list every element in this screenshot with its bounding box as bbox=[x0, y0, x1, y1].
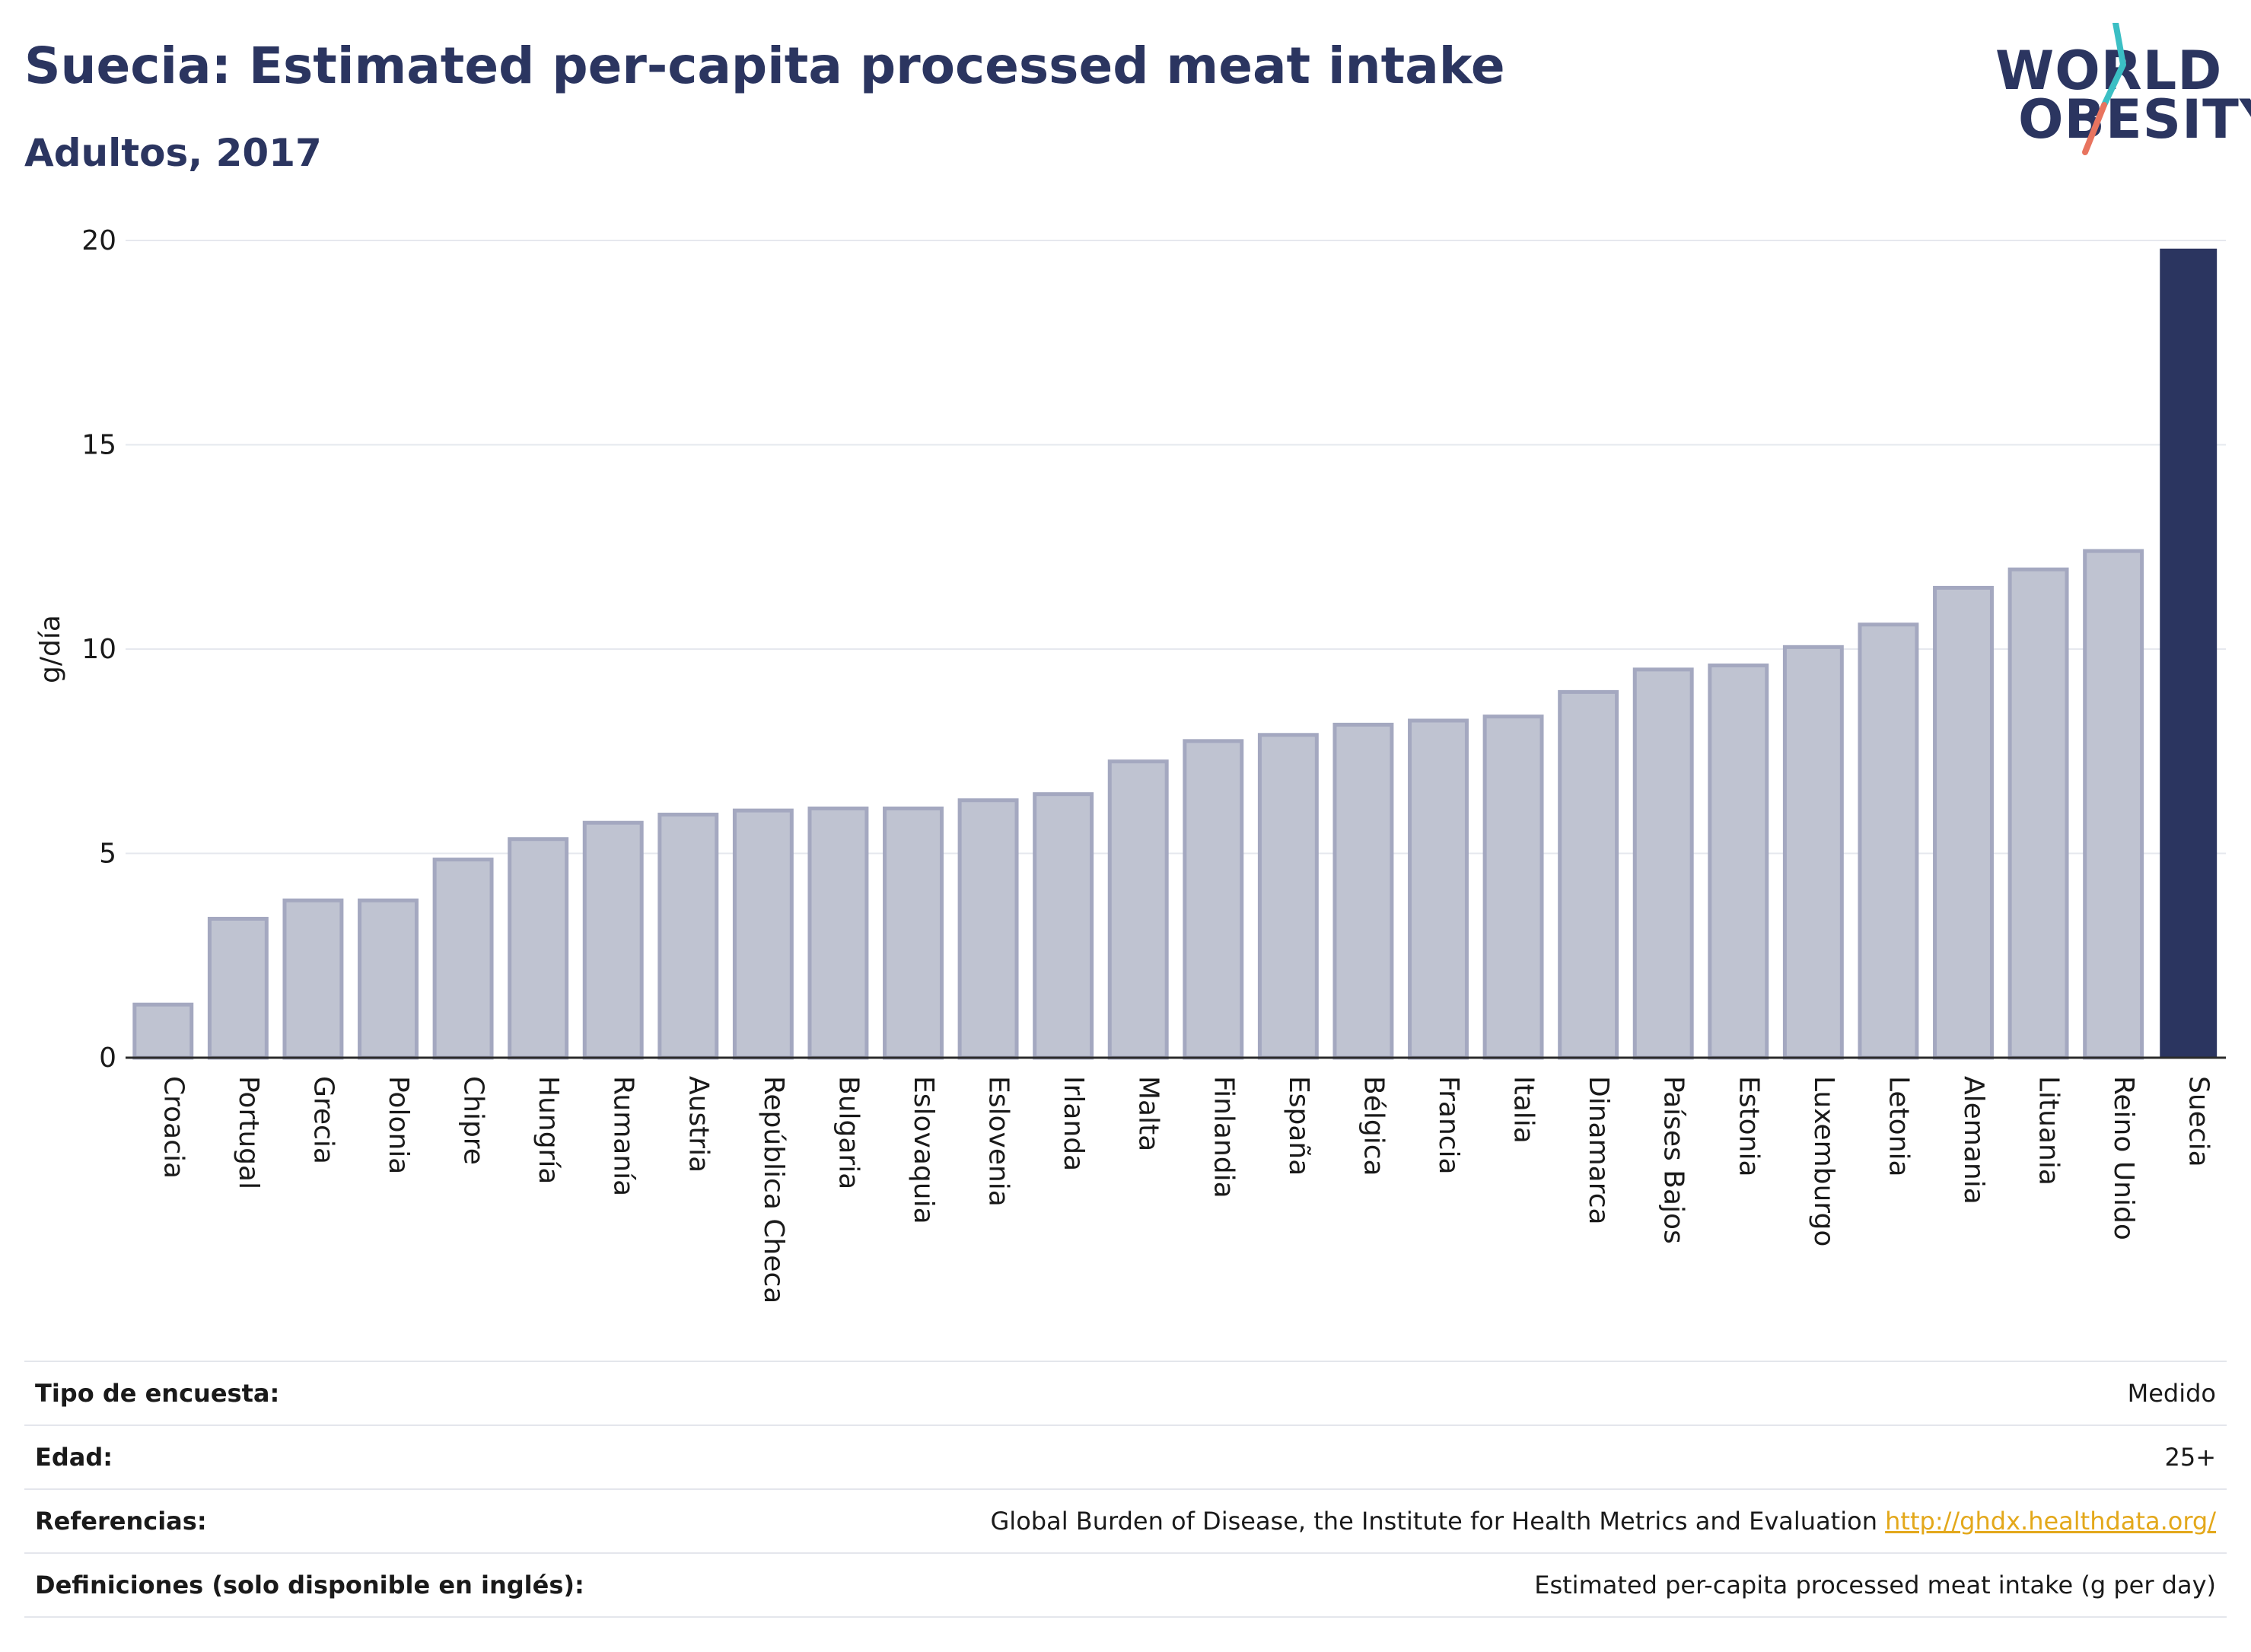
x-tick-label: Luxemburgo bbox=[1808, 1076, 1839, 1246]
meta-label: Tipo de encuesta: bbox=[35, 1379, 280, 1408]
x-tick-label: Finlandia bbox=[1208, 1076, 1239, 1198]
y-tick-label: 0 bbox=[99, 1042, 116, 1074]
meta-value: Medido bbox=[2127, 1379, 2216, 1408]
bar-finlandia[interactable] bbox=[1183, 739, 1244, 1060]
bar-eslovenia[interactable] bbox=[957, 798, 1019, 1060]
x-tick-label: Austria bbox=[683, 1076, 714, 1173]
bar-alemania[interactable] bbox=[1933, 585, 1994, 1060]
bar-chart: 0 5 10 15 20 Croacia Portugal Grecia Polonia Chi… bbox=[35, 225, 2226, 1303]
page-subtitle: Adultos, 2017 bbox=[24, 131, 322, 175]
y-tick-labels: 0 5 10 15 20 bbox=[81, 225, 116, 1074]
bar-chipre[interactable] bbox=[432, 858, 494, 1060]
bar-malta[interactable] bbox=[1107, 759, 1169, 1060]
y-tick-label: 5 bbox=[99, 839, 116, 870]
x-tick-label: Estonia bbox=[1733, 1076, 1764, 1177]
x-tick-label: Países Bajos bbox=[1658, 1076, 1689, 1244]
world-obesity-logo[interactable]: WORLD OBESITY bbox=[1979, 23, 2251, 160]
meta-value: 25+ bbox=[2164, 1443, 2216, 1472]
meta-label: Edad: bbox=[35, 1443, 113, 1472]
bar-estonia[interactable] bbox=[1708, 663, 1769, 1060]
bar-reino-unido[interactable] bbox=[2083, 549, 2144, 1060]
bar-países-bajos[interactable] bbox=[1632, 667, 1694, 1060]
meta-row-survey-type: Tipo de encuesta: Medido bbox=[24, 1361, 2227, 1424]
x-tick-label: República Checa bbox=[758, 1076, 789, 1303]
x-tick-label: Hungría bbox=[533, 1076, 564, 1184]
bar-hungría[interactable] bbox=[508, 837, 569, 1060]
y-axis-label: g/día bbox=[35, 615, 66, 683]
x-tick-label: Lituania bbox=[2033, 1076, 2065, 1186]
x-tick-label: Bélgica bbox=[1358, 1076, 1389, 1176]
x-tick-label: Croacia bbox=[158, 1076, 189, 1179]
x-tick-label: Reino Unido bbox=[2108, 1076, 2139, 1240]
bar-portugal[interactable] bbox=[207, 916, 269, 1060]
meta-row-age: Edad: 25+ bbox=[24, 1424, 2227, 1488]
x-tick-label: Chipre bbox=[458, 1076, 489, 1165]
bar-lituania[interactable] bbox=[2007, 567, 2069, 1060]
x-tick-label: Malta bbox=[1133, 1076, 1164, 1151]
x-tick-label: Irlanda bbox=[1058, 1076, 1089, 1171]
logo-line-2: OBESITY bbox=[2018, 88, 2251, 151]
x-tick-labels: Croacia Portugal Grecia Polonia Chipre Hungrí… bbox=[158, 1076, 2214, 1303]
meta-value: Estimated per-capita processed meat inta… bbox=[1534, 1571, 2216, 1599]
bar-polonia[interactable] bbox=[358, 898, 419, 1060]
bar-república-checa[interactable] bbox=[732, 808, 794, 1060]
x-tick-label: Polonia bbox=[383, 1076, 414, 1174]
y-tick-label: 15 bbox=[81, 430, 116, 461]
x-tick-label: Letonia bbox=[1883, 1076, 1914, 1177]
bar-luxemburgo[interactable] bbox=[1782, 645, 1844, 1060]
meta-label: Definiciones (solo disponible en inglés)… bbox=[35, 1571, 584, 1599]
bar-grecia[interactable] bbox=[282, 898, 344, 1060]
meta-row-definitions: Definiciones (solo disponible en inglés)… bbox=[24, 1552, 2227, 1618]
x-tick-label: España bbox=[1283, 1076, 1314, 1176]
x-tick-label: Dinamarca bbox=[1583, 1076, 1614, 1225]
y-tick-label: 20 bbox=[81, 225, 116, 256]
meta-row-references: Referencias: Global Burden of Disease, t… bbox=[24, 1488, 2227, 1552]
bar-bulgaria[interactable] bbox=[807, 806, 869, 1060]
bars bbox=[132, 248, 2218, 1060]
bar-irlanda[interactable] bbox=[1033, 792, 1094, 1060]
metadata-table: Tipo de encuesta: Medido Edad: 25+ Refer… bbox=[24, 1361, 2227, 1618]
x-tick-label: Portugal bbox=[233, 1076, 264, 1189]
bar-austria[interactable] bbox=[657, 812, 719, 1060]
bar-croacia[interactable] bbox=[132, 1002, 194, 1060]
x-tick-label: Italia bbox=[1508, 1076, 1539, 1144]
bar-bélgica[interactable] bbox=[1332, 722, 1394, 1060]
bar-suecia[interactable] bbox=[2160, 248, 2218, 1058]
logo-slash-icon bbox=[2082, 23, 2126, 155]
meta-label: Referencias: bbox=[35, 1507, 207, 1536]
meta-value: Global Burden of Disease, the Institute … bbox=[991, 1507, 2217, 1536]
x-tick-label: Alemania bbox=[1958, 1076, 1989, 1205]
bar-españa[interactable] bbox=[1257, 733, 1319, 1060]
bar-italia[interactable] bbox=[1482, 715, 1544, 1060]
bar-dinamarca[interactable] bbox=[1558, 689, 1619, 1060]
bar-eslovaquia[interactable] bbox=[883, 806, 944, 1060]
x-tick-label: Rumanía bbox=[608, 1076, 639, 1196]
x-tick-label: Eslovenia bbox=[983, 1076, 1014, 1207]
x-tick-label: Bulgaria bbox=[833, 1076, 864, 1189]
x-tick-label: Grecia bbox=[307, 1076, 339, 1164]
x-tick-label: Suecia bbox=[2183, 1076, 2214, 1167]
page-title: Suecia: Estimated per-capita processed m… bbox=[24, 37, 1505, 95]
x-tick-label: Eslovaquia bbox=[908, 1076, 939, 1224]
reference-text: Global Burden of Disease, the Institute … bbox=[990, 1507, 1877, 1536]
bar-letonia[interactable] bbox=[1858, 622, 1919, 1060]
bar-rumanía[interactable] bbox=[582, 820, 644, 1060]
reference-link[interactable]: http://ghdx.healthdata.org/ bbox=[1885, 1507, 2216, 1536]
bar-francia[interactable] bbox=[1408, 718, 1469, 1060]
y-tick-label: 10 bbox=[81, 634, 116, 665]
logo-line-1: WORLD bbox=[1995, 40, 2223, 102]
x-tick-label: Francia bbox=[1433, 1076, 1464, 1175]
